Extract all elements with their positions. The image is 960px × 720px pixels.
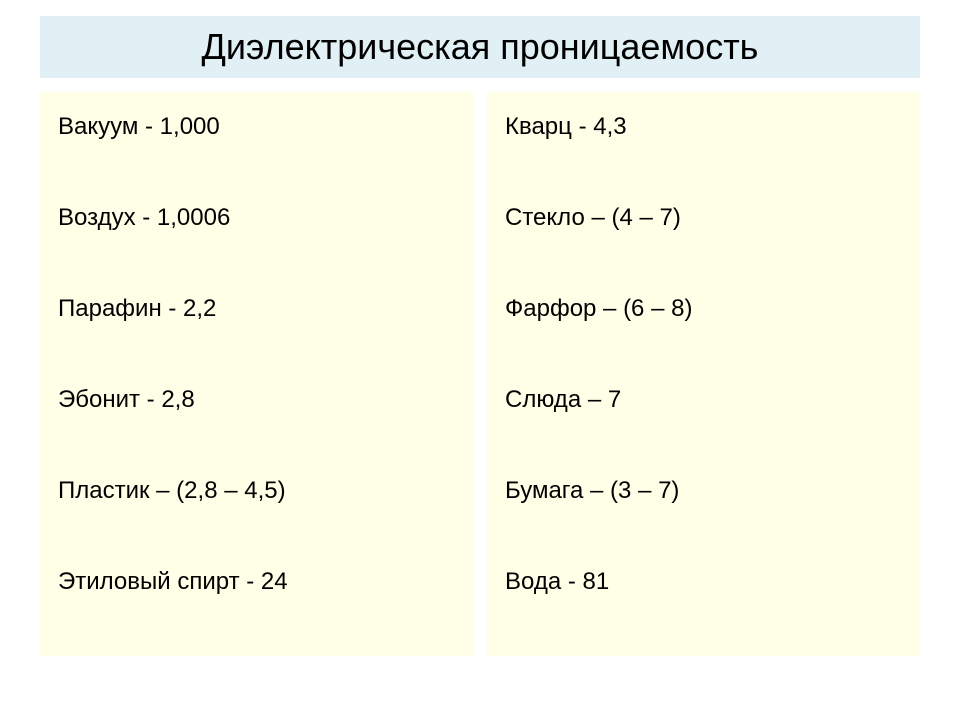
list-item: Стекло – (4 – 7) (505, 203, 902, 233)
list-item: Вода - 81 (505, 567, 902, 597)
slide-container: Диэлектрическая проницаемость Вакуум - 1… (0, 0, 960, 680)
list-item: Вакуум - 1,000 (58, 112, 455, 142)
list-item: Этиловый спирт - 24 (58, 567, 455, 597)
left-panel: Вакуум - 1,000 Воздух - 1,0006 Парафин -… (40, 92, 473, 656)
list-item: Парафин - 2,2 (58, 294, 455, 324)
list-item: Бумага – (3 – 7) (505, 476, 902, 506)
page-title: Диэлектрическая проницаемость (40, 16, 920, 78)
list-item: Эбонит - 2,8 (58, 385, 455, 415)
list-item: Кварц - 4,3 (505, 112, 902, 142)
columns-wrapper: Вакуум - 1,000 Воздух - 1,0006 Парафин -… (40, 92, 920, 656)
list-item: Пластик – (2,8 – 4,5) (58, 476, 455, 506)
right-panel: Кварц - 4,3 Стекло – (4 – 7) Фарфор – (6… (487, 92, 920, 656)
list-item: Фарфор – (6 – 8) (505, 294, 902, 324)
list-item: Слюда – 7 (505, 385, 902, 415)
list-item: Воздух - 1,0006 (58, 203, 455, 233)
